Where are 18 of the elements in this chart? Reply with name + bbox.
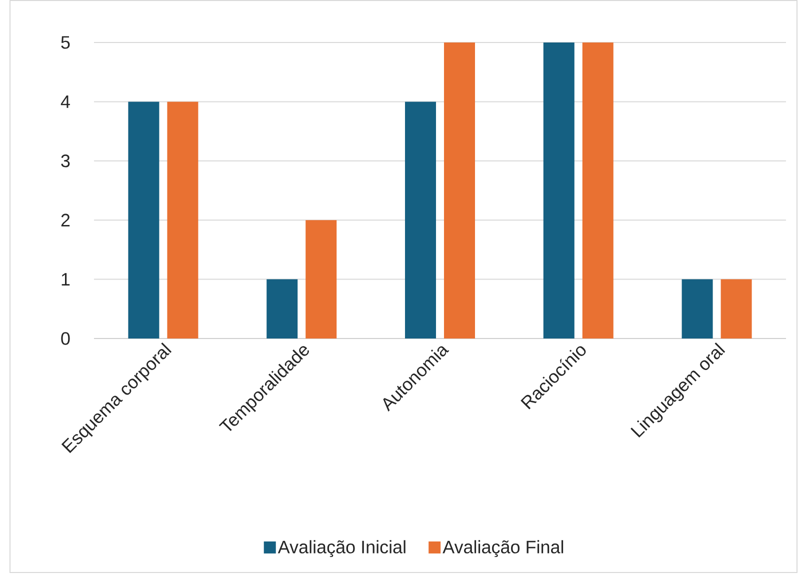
bar <box>444 42 475 338</box>
y-tick-label: 2 <box>61 214 70 226</box>
bar <box>543 42 574 338</box>
legend-label: Avaliação Final <box>442 540 564 557</box>
bar <box>720 279 752 338</box>
bar <box>266 279 298 338</box>
y-tick-label: 3 <box>61 154 70 168</box>
bar <box>306 220 337 338</box>
y-tick-label: 5 <box>61 36 70 49</box>
bar <box>682 279 713 338</box>
y-tick-label: 1 <box>62 272 70 286</box>
bar <box>167 101 198 338</box>
bar <box>582 42 614 338</box>
bar <box>405 101 436 338</box>
legend-label: Avaliação Inicial <box>278 540 406 557</box>
bar <box>128 101 160 338</box>
y-tick-label: 0 <box>61 332 70 345</box>
y-tick-label: 4 <box>60 95 70 108</box>
